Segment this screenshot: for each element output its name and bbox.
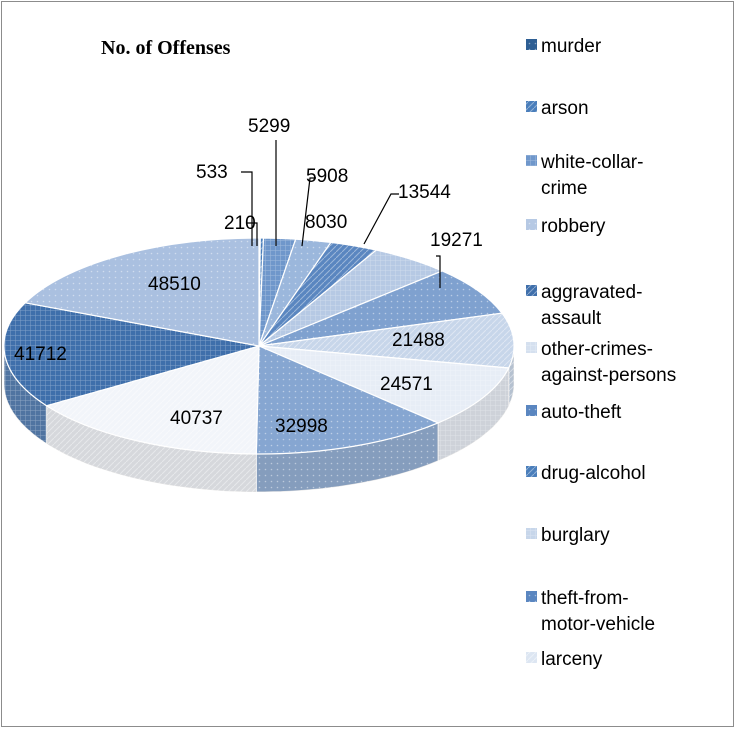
data-label-6: 19271 xyxy=(430,230,483,251)
legend-label-5-line1: against-persons xyxy=(541,365,676,386)
data-label-12: 48510 xyxy=(148,274,201,295)
data-label-2: 5299 xyxy=(248,116,290,137)
data-label-4: 8030 xyxy=(305,212,347,233)
legend-swatch-texture-5 xyxy=(526,342,537,353)
leader-line-1 xyxy=(241,172,252,246)
legend-label-2: white-collar- xyxy=(540,152,643,173)
legend-label-0: murder xyxy=(541,36,602,57)
data-label-9: 32998 xyxy=(275,416,328,437)
data-label-5: 13544 xyxy=(398,182,451,203)
legend-swatch-texture-9 xyxy=(526,591,537,602)
legend-label-4: aggravated- xyxy=(541,282,642,303)
legend-label-7: drug-alcohol xyxy=(541,463,646,484)
data-label-10: 40737 xyxy=(170,408,223,429)
data-label-0: 210 xyxy=(224,213,256,234)
legend-swatch-texture-10 xyxy=(526,652,537,663)
legend-swatch-texture-4 xyxy=(526,285,537,296)
legend-label-5: other-crimes- xyxy=(541,339,653,360)
data-label-3: 5908 xyxy=(306,166,348,187)
legend-swatch-texture-1 xyxy=(526,101,537,112)
chart-title: No. of Offenses xyxy=(101,37,231,59)
leader-line-5 xyxy=(364,194,399,244)
legend-label-6: auto-theft xyxy=(541,402,622,423)
legend-label-10: larceny xyxy=(541,649,603,670)
legend-swatch-texture-0 xyxy=(526,39,537,50)
legend-label-9-line1: motor-vehicle xyxy=(541,614,655,635)
legend-label-2-line1: crime xyxy=(541,178,587,199)
legend: murder arson white-collar-crime robbery aggr… xyxy=(526,36,676,670)
legend-label-3: robbery xyxy=(541,216,606,237)
legend-label-4-line1: assault xyxy=(541,308,602,329)
legend-swatch-texture-7 xyxy=(526,466,537,477)
legend-label-9: theft-from- xyxy=(541,588,629,609)
legend-swatch-texture-3 xyxy=(526,219,537,230)
legend-swatch-texture-6 xyxy=(526,405,537,416)
legend-label-1: arson xyxy=(541,98,589,119)
data-label-7: 21488 xyxy=(392,330,445,351)
data-label-11: 41712 xyxy=(14,344,67,365)
legend-swatch-texture-8 xyxy=(526,528,537,539)
legend-label-8: burglary xyxy=(541,525,610,546)
data-label-1: 533 xyxy=(196,162,228,183)
data-label-8: 24571 xyxy=(380,374,433,395)
legend-swatch-texture-2 xyxy=(526,155,537,166)
